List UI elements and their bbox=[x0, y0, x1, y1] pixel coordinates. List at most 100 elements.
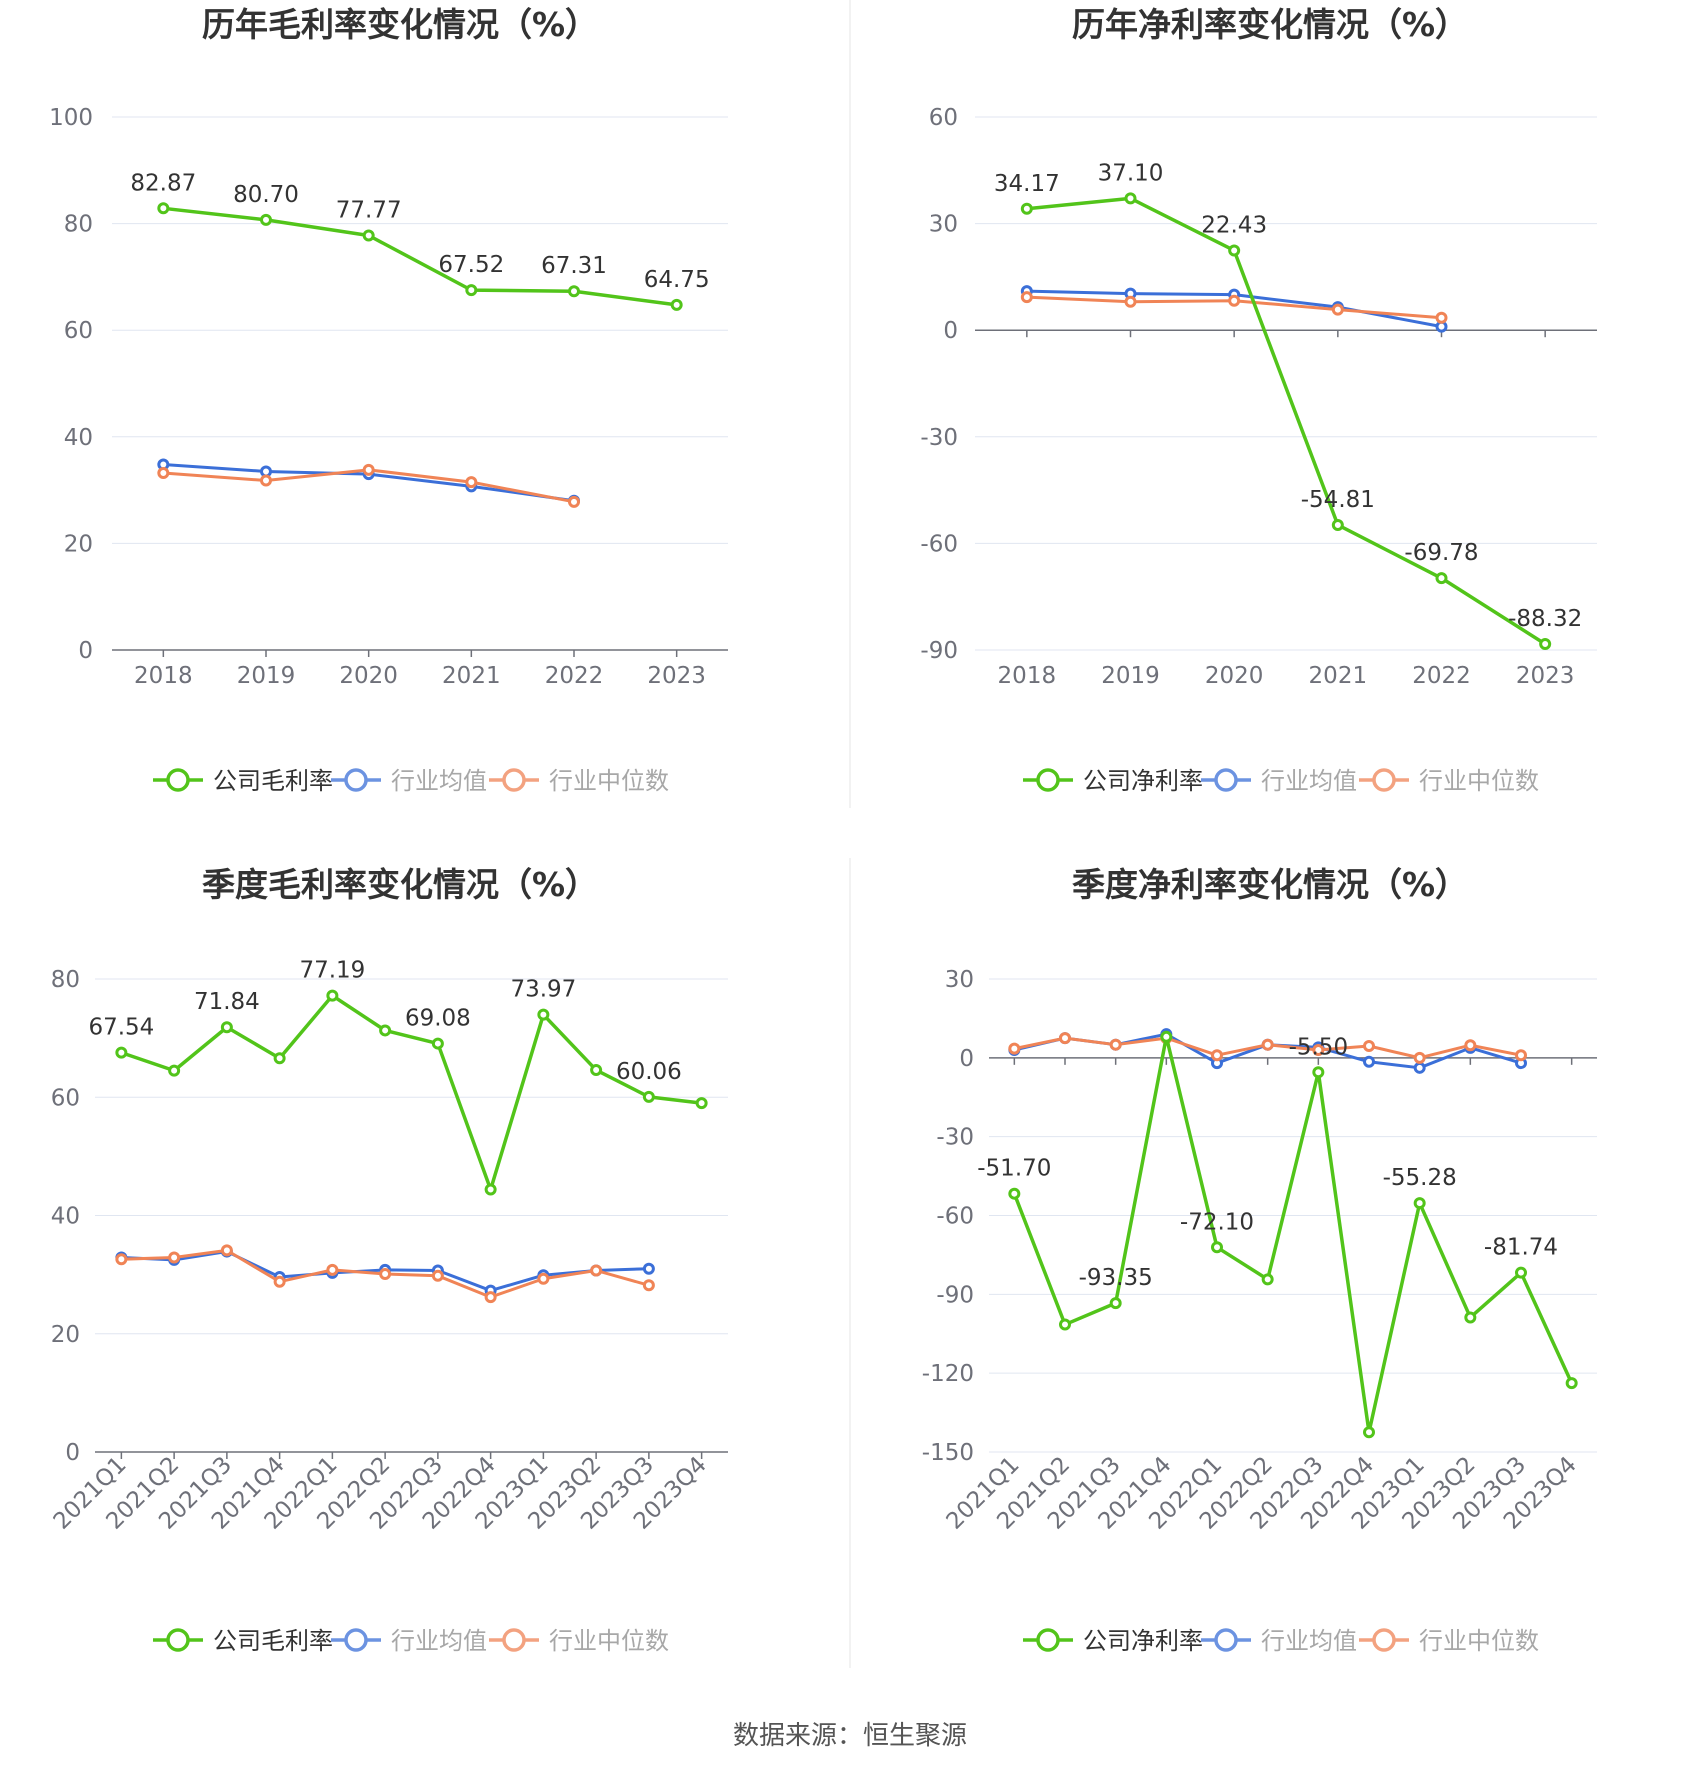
data-point bbox=[642, 1090, 655, 1103]
legend-swatch-marker bbox=[1036, 1628, 1060, 1652]
data-point bbox=[157, 467, 170, 480]
series-industry-median bbox=[115, 1244, 655, 1304]
data-point bbox=[1124, 192, 1137, 205]
data-point bbox=[1211, 1241, 1223, 1254]
chart-title: 历年毛利率变化情况（%） bbox=[202, 5, 598, 44]
data-label: -55.28 bbox=[1383, 1165, 1457, 1191]
data-point bbox=[1464, 1039, 1477, 1052]
legend-swatch-marker bbox=[344, 768, 368, 792]
y-tick-label: 80 bbox=[51, 967, 80, 993]
data-label: 37.10 bbox=[1098, 160, 1164, 186]
data-label: 67.52 bbox=[438, 252, 504, 278]
x-tick-label: 2022 bbox=[1412, 663, 1471, 689]
data-point bbox=[260, 213, 272, 226]
series-industry-median bbox=[1020, 291, 1448, 324]
x-tick-label: 2023 bbox=[647, 663, 706, 689]
legend-label: 公司毛利率 bbox=[213, 767, 333, 795]
data-point bbox=[568, 495, 580, 508]
y-tick-label: 0 bbox=[959, 1046, 974, 1072]
x-tick-label: 2019 bbox=[1101, 663, 1160, 689]
legend-item: 行业均值 bbox=[331, 767, 487, 795]
chart-2: 历年净利率变化情况（%） -90 -60 -30 0 30 60 2018 2019 2020 20… bbox=[920, 5, 1597, 795]
data-label: 64.75 bbox=[644, 267, 710, 293]
data-point bbox=[1331, 303, 1344, 316]
x-tick-label: 2019 bbox=[237, 663, 296, 689]
data-point bbox=[670, 298, 683, 311]
y-tick-label: 0 bbox=[78, 638, 93, 664]
data-point bbox=[273, 1052, 286, 1065]
data-label: -88.32 bbox=[1508, 606, 1582, 632]
y-tick-label: -30 bbox=[936, 1125, 974, 1151]
data-label: 34.17 bbox=[994, 171, 1060, 197]
legend-label: 行业中位数 bbox=[1419, 1627, 1539, 1655]
x-tick-label: 2022 bbox=[545, 663, 604, 689]
data-label: 80.70 bbox=[233, 182, 299, 208]
x-tick-label: 2021 bbox=[442, 663, 501, 689]
series-industry-avg bbox=[1020, 285, 1448, 333]
y-tick-label: -60 bbox=[920, 531, 958, 557]
data-point bbox=[465, 476, 478, 489]
data-point bbox=[537, 1272, 550, 1285]
legend-label: 行业均值 bbox=[1261, 767, 1357, 795]
legend-item: 公司净利率 bbox=[1023, 1627, 1203, 1655]
data-point bbox=[1228, 244, 1241, 257]
data-point bbox=[1008, 1187, 1021, 1200]
y-tick-label: -60 bbox=[936, 1204, 974, 1230]
data-point bbox=[1008, 1042, 1021, 1055]
legend-swatch-marker bbox=[1036, 768, 1060, 792]
data-label: 73.97 bbox=[510, 977, 576, 1003]
x-tick-label: 2018 bbox=[134, 663, 193, 689]
data-point bbox=[1124, 295, 1137, 308]
chart-title: 季度毛利率变化情况（%） bbox=[202, 865, 598, 904]
data-label: 69.08 bbox=[405, 1006, 471, 1032]
legend-swatch-marker bbox=[1372, 768, 1396, 792]
chart-3: 季度毛利率变化情况（%）0204060802021Q12021Q22021Q32… bbox=[49, 865, 728, 1655]
data-point bbox=[431, 1037, 444, 1050]
y-tick-label: 40 bbox=[51, 1204, 80, 1230]
legend-label: 行业中位数 bbox=[1419, 767, 1539, 795]
y-tick-label: 40 bbox=[64, 425, 93, 451]
x-tick-label: 2023 bbox=[1516, 663, 1575, 689]
y-tick-label: 20 bbox=[64, 531, 93, 557]
data-point bbox=[590, 1264, 603, 1277]
data-point bbox=[362, 229, 375, 242]
series-line bbox=[1026, 196, 1547, 646]
legend-label: 公司净利率 bbox=[1083, 767, 1203, 795]
legend-swatch-marker bbox=[344, 1628, 368, 1652]
data-point bbox=[220, 1021, 233, 1034]
data-label: -51.70 bbox=[977, 1156, 1051, 1182]
y-tick-label: 60 bbox=[929, 105, 958, 131]
data-point bbox=[1261, 1273, 1274, 1286]
chart-title: 历年净利率变化情况（%） bbox=[1072, 5, 1468, 44]
y-tick-label: 60 bbox=[51, 1085, 80, 1111]
data-point bbox=[326, 1263, 339, 1276]
legend-item: 公司毛利率 bbox=[153, 767, 333, 795]
data-point bbox=[1435, 311, 1448, 324]
y-tick-label: -120 bbox=[922, 1361, 974, 1387]
legend-item: 行业中位数 bbox=[489, 1627, 669, 1655]
legend-swatch-marker bbox=[502, 1628, 526, 1652]
legend-label: 行业均值 bbox=[1261, 1627, 1357, 1655]
chart-4: 季度净利率变化情况（%）-150-120-90-60-300302021Q120… bbox=[922, 865, 1597, 1655]
chart-1: 历年毛利率变化情况（%） 0 20 40 60 80 100 2018 2019 2020 2021… bbox=[49, 5, 728, 795]
series-line bbox=[120, 993, 702, 1192]
data-label: -54.81 bbox=[1301, 487, 1375, 513]
chart-title: 季度净利率变化情况（%） bbox=[1072, 865, 1468, 904]
data-label: -69.78 bbox=[1404, 540, 1478, 566]
data-point bbox=[115, 1046, 128, 1059]
data-point bbox=[168, 1064, 181, 1077]
y-tick-label: -150 bbox=[922, 1440, 974, 1466]
data-point bbox=[1515, 1266, 1527, 1279]
data-point bbox=[115, 1253, 128, 1266]
data-point bbox=[1160, 1030, 1173, 1043]
data-point bbox=[431, 1269, 444, 1282]
data-point bbox=[590, 1064, 603, 1077]
y-tick-label: 0 bbox=[65, 1440, 80, 1466]
legend-swatch-marker bbox=[166, 768, 190, 792]
data-point bbox=[362, 463, 375, 476]
data-point bbox=[1312, 1043, 1325, 1056]
legend-label: 行业均值 bbox=[391, 1627, 487, 1655]
x-tick-label: 2021 bbox=[1309, 663, 1368, 689]
data-point bbox=[1228, 294, 1241, 307]
